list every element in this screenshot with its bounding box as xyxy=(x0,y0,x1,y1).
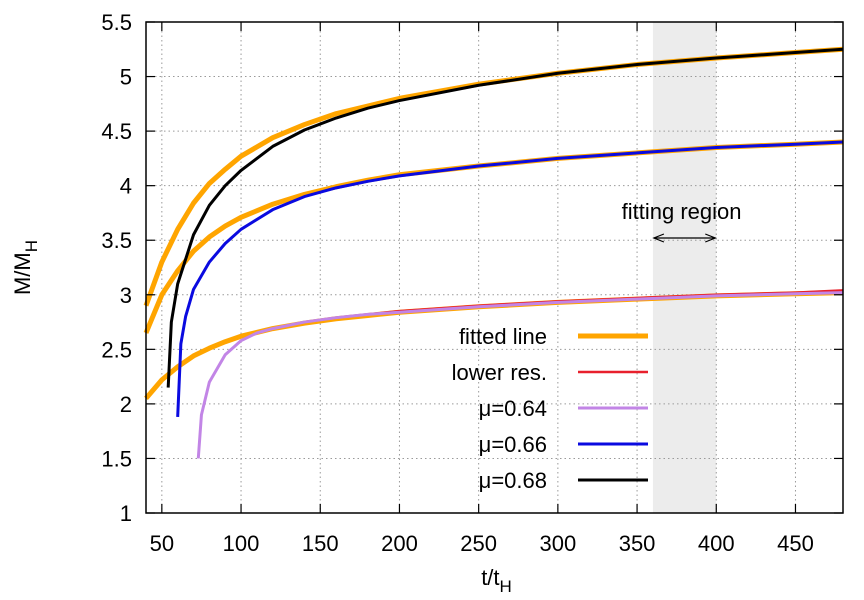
x-axis-label: t/tH xyxy=(481,565,512,596)
x-axis-label-main: t/t xyxy=(481,565,499,590)
fitting-region-label: fitting region xyxy=(622,199,742,224)
y-tick-label: 3 xyxy=(120,283,132,308)
y-tick-label: 5.5 xyxy=(101,10,132,35)
x-tick-label: 250 xyxy=(460,531,497,556)
legend-label: μ=0.66 xyxy=(479,432,547,457)
x-tick-label: 300 xyxy=(540,531,577,556)
x-tick-label: 350 xyxy=(619,531,656,556)
fitting-region-band xyxy=(652,22,717,513)
y-tick-label: 1 xyxy=(120,501,132,526)
y-tick-label: 3.5 xyxy=(101,228,132,253)
x-tick-label: 50 xyxy=(150,531,174,556)
annotation-layer: fitting region xyxy=(622,199,742,243)
plot-frame xyxy=(145,21,844,514)
legend-label: lower res. xyxy=(452,360,547,385)
series-layer xyxy=(143,46,844,459)
series-line-4 xyxy=(196,291,844,459)
x-tick-label: 450 xyxy=(777,531,814,556)
legend: fitted line lower res. μ=0.64 μ=0.66 μ=0.68 xyxy=(452,324,648,493)
x-tick-label: 200 xyxy=(381,531,418,556)
y-tick-label: 4 xyxy=(120,174,132,199)
y-axis-label-main: M/M xyxy=(10,252,35,295)
y-tick-label: 1.5 xyxy=(101,446,132,471)
x-tick-label: 400 xyxy=(698,531,735,556)
series-line-5 xyxy=(176,140,844,418)
arrow-left-head-icon xyxy=(652,233,665,243)
fitting-region-layer xyxy=(652,22,717,513)
y-tick-label: 5 xyxy=(120,65,132,90)
legend-label: fitted line xyxy=(459,324,547,349)
y-tick-label: 4.5 xyxy=(101,119,132,144)
x-tick-label: 100 xyxy=(223,531,260,556)
y-axis-label: M/MH xyxy=(10,240,41,295)
y-axis-label-sub: H xyxy=(22,240,41,252)
legend-label: μ=0.64 xyxy=(479,396,547,421)
arrow-right-head-icon xyxy=(705,233,717,243)
legend-label: μ=0.68 xyxy=(479,468,547,493)
series-line-0 xyxy=(143,46,844,307)
x-axis-label-sub: H xyxy=(500,577,512,596)
y-tick-label: 2 xyxy=(120,392,132,417)
series-line-6 xyxy=(166,47,844,388)
x-tick-label: 150 xyxy=(302,531,339,556)
y-tick-label: 2.5 xyxy=(101,337,132,362)
ticks: 50 100 150 200 250 300 350 400 450 1 1.5 2 2.5 3 3.5 4 4… xyxy=(101,10,843,556)
